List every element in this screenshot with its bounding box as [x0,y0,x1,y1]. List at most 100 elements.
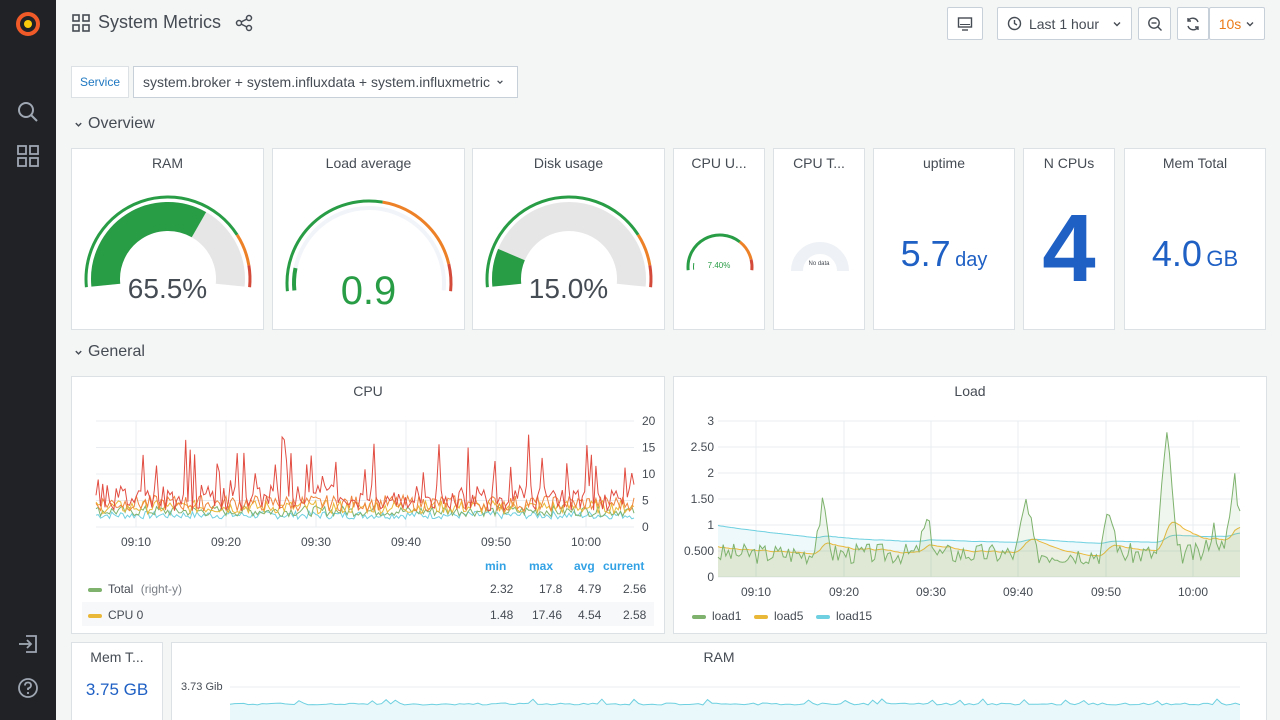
mem-total-stat-panel[interactable]: Mem Total 4.0 GB [1124,148,1266,330]
panel-title: uptime [922,155,966,171]
legend-series-load15[interactable]: load15 [816,609,872,623]
refresh-button[interactable] [1177,7,1209,40]
mem-total-small-value: 3.75 GB [85,680,149,699]
x-tick-label: 09:10 [121,535,151,549]
ram-gauge [84,195,252,288]
gauge-threshold-band [485,195,640,288]
load1-series-area [718,432,1240,577]
n-cpus-stat-panel[interactable]: N CPUs 4 [1023,148,1115,330]
cpu-graph[interactable]: 20 15 10 5 0 09:10 09:20 09:30 09:40 09:50 10:00 [72,377,666,635]
legend-label: load5 [774,609,804,623]
load-graph[interactable]: 3 2.50 2 1.50 1 0.500 0 09:10 09:20 09:30 09:40 09:… [674,377,1268,635]
y-tick-label: 2.50 [691,440,715,454]
gauge-threshold-band [686,233,741,271]
ram-graph[interactable] [172,643,1268,720]
legend-header-max[interactable]: max [529,559,554,573]
gauge-track [791,242,849,272]
legend-row-stripe [82,602,654,626]
legend-swatch [816,614,830,619]
chevron-down-icon [75,350,82,355]
panel-title: Mem Total [1162,155,1228,171]
cpu-temp-gauge-panel[interactable]: CPU T... No data [773,148,865,330]
tv-mode-button[interactable] [947,7,983,40]
refresh-icon [1187,17,1199,30]
load-average-gauge [285,199,453,292]
sign-in-icon[interactable] [14,630,42,658]
ram-y-tick: 3.73 Gib [181,681,223,693]
gauge-track [292,206,446,291]
dashboard-grid-icon [72,13,90,32]
grafana-logo-icon[interactable] [14,10,42,38]
legend-label: Total [108,582,134,596]
x-tick-label: 09:50 [1091,585,1121,599]
zoom-out-button[interactable] [1138,7,1171,40]
gauge-threshold-band [749,259,754,271]
gauge-track [693,240,747,270]
ram-gauge-value: 65.5% [127,273,208,304]
x-tick-label: 10:00 [571,535,601,549]
disk-usage-value: 15.0% [528,273,609,304]
chevron-down-icon [1113,21,1121,26]
clock-icon [1007,16,1022,31]
row-general[interactable]: General [74,343,145,361]
legend-series-load5[interactable]: load5 [754,609,803,623]
legend-label: load1 [712,609,742,623]
time-range-label: Last 1 hour [1028,15,1100,32]
y-tick-label: 3 [707,414,714,428]
gauge-value-arc [492,248,526,287]
mem-total-small-panel[interactable]: Mem T... 3.75 GB [71,642,163,720]
x-tick-label: 09:50 [481,535,511,549]
panel-title: N CPUs [1043,155,1095,171]
load-average-gauge-panel[interactable]: Load average 0.9 [272,148,465,330]
row-title-general: General [88,343,145,360]
gauge-threshold-band [382,200,451,265]
dashboard-title[interactable]: System Metrics [98,12,222,32]
load-graph-panel[interactable]: Load 3 2.50 2 1.50 1 0.500 0 09:10 09:20 09:30 09:… [673,376,1267,634]
load1-series-line [717,432,1241,566]
legend-swatch [754,614,768,619]
disk-usage-gauge-panel[interactable]: Disk usage 15.0% [472,148,665,330]
load-average-value: 0.9 [340,269,397,313]
gauge-threshold-band [235,234,251,266]
row-overview[interactable]: Overview [74,115,155,133]
uptime-unit: day [955,249,988,271]
dashboards-icon[interactable] [14,142,42,170]
ram-gauge-panel[interactable]: RAM 65.5% [71,148,264,330]
gauge-value-arc [91,202,207,287]
legend-header-avg[interactable]: avg [574,559,595,573]
legend-value-max: 17.8 [539,582,563,596]
legend-swatch [88,613,102,618]
sidebar [0,0,56,720]
cpu-usage-gauge-panel[interactable]: CPU U... 7.40% [673,148,765,330]
y-tick-label: 15 [642,441,656,455]
cpu-usage-gauge [686,233,754,271]
legend-value-min: 2.32 [490,582,514,596]
uptime-value-group: 5.7 day [874,233,1014,275]
gauge-value-arc [292,267,298,291]
legend-series-total[interactable]: Total (right-y) [88,582,182,596]
search-icon[interactable] [14,98,42,126]
ram-graph-panel[interactable]: RAM 3.73 Gib [171,642,1267,720]
disk-usage-gauge [485,195,653,288]
refresh-interval-label: 10s [1218,15,1242,32]
x-tick-label: 09:10 [741,585,771,599]
cpu-usage-value: 7.40% [707,261,731,270]
help-icon[interactable] [14,674,42,702]
legend-series-cpu0[interactable]: CPU 0 [88,608,143,622]
time-picker-button[interactable]: Last 1 hour [997,7,1132,40]
share-icon[interactable] [235,14,253,32]
x-tick-label: 09:30 [916,585,946,599]
cpu-series-line [95,493,635,513]
cpu-temp-gauge [791,242,849,272]
legend-series-load1[interactable]: load1 [692,609,741,623]
legend-header-min[interactable]: min [485,559,507,573]
y-tick-label: 20 [642,414,656,428]
refresh-interval-picker[interactable]: 10s [1209,7,1265,40]
y-tick-label: 1.50 [691,492,715,506]
gauge-threshold-band [285,199,383,292]
uptime-stat-panel[interactable]: uptime 5.7 day [873,148,1015,330]
service-variable-select[interactable]: system.broker + system.influxdata + syst… [133,66,518,98]
legend-header-current[interactable]: current [603,559,645,573]
cpu-graph-panel[interactable]: CPU 20 15 10 5 0 09:10 09:20 09:30 09:40 09:50 10:… [71,376,665,634]
legend-value-avg: 4.79 [578,582,602,596]
